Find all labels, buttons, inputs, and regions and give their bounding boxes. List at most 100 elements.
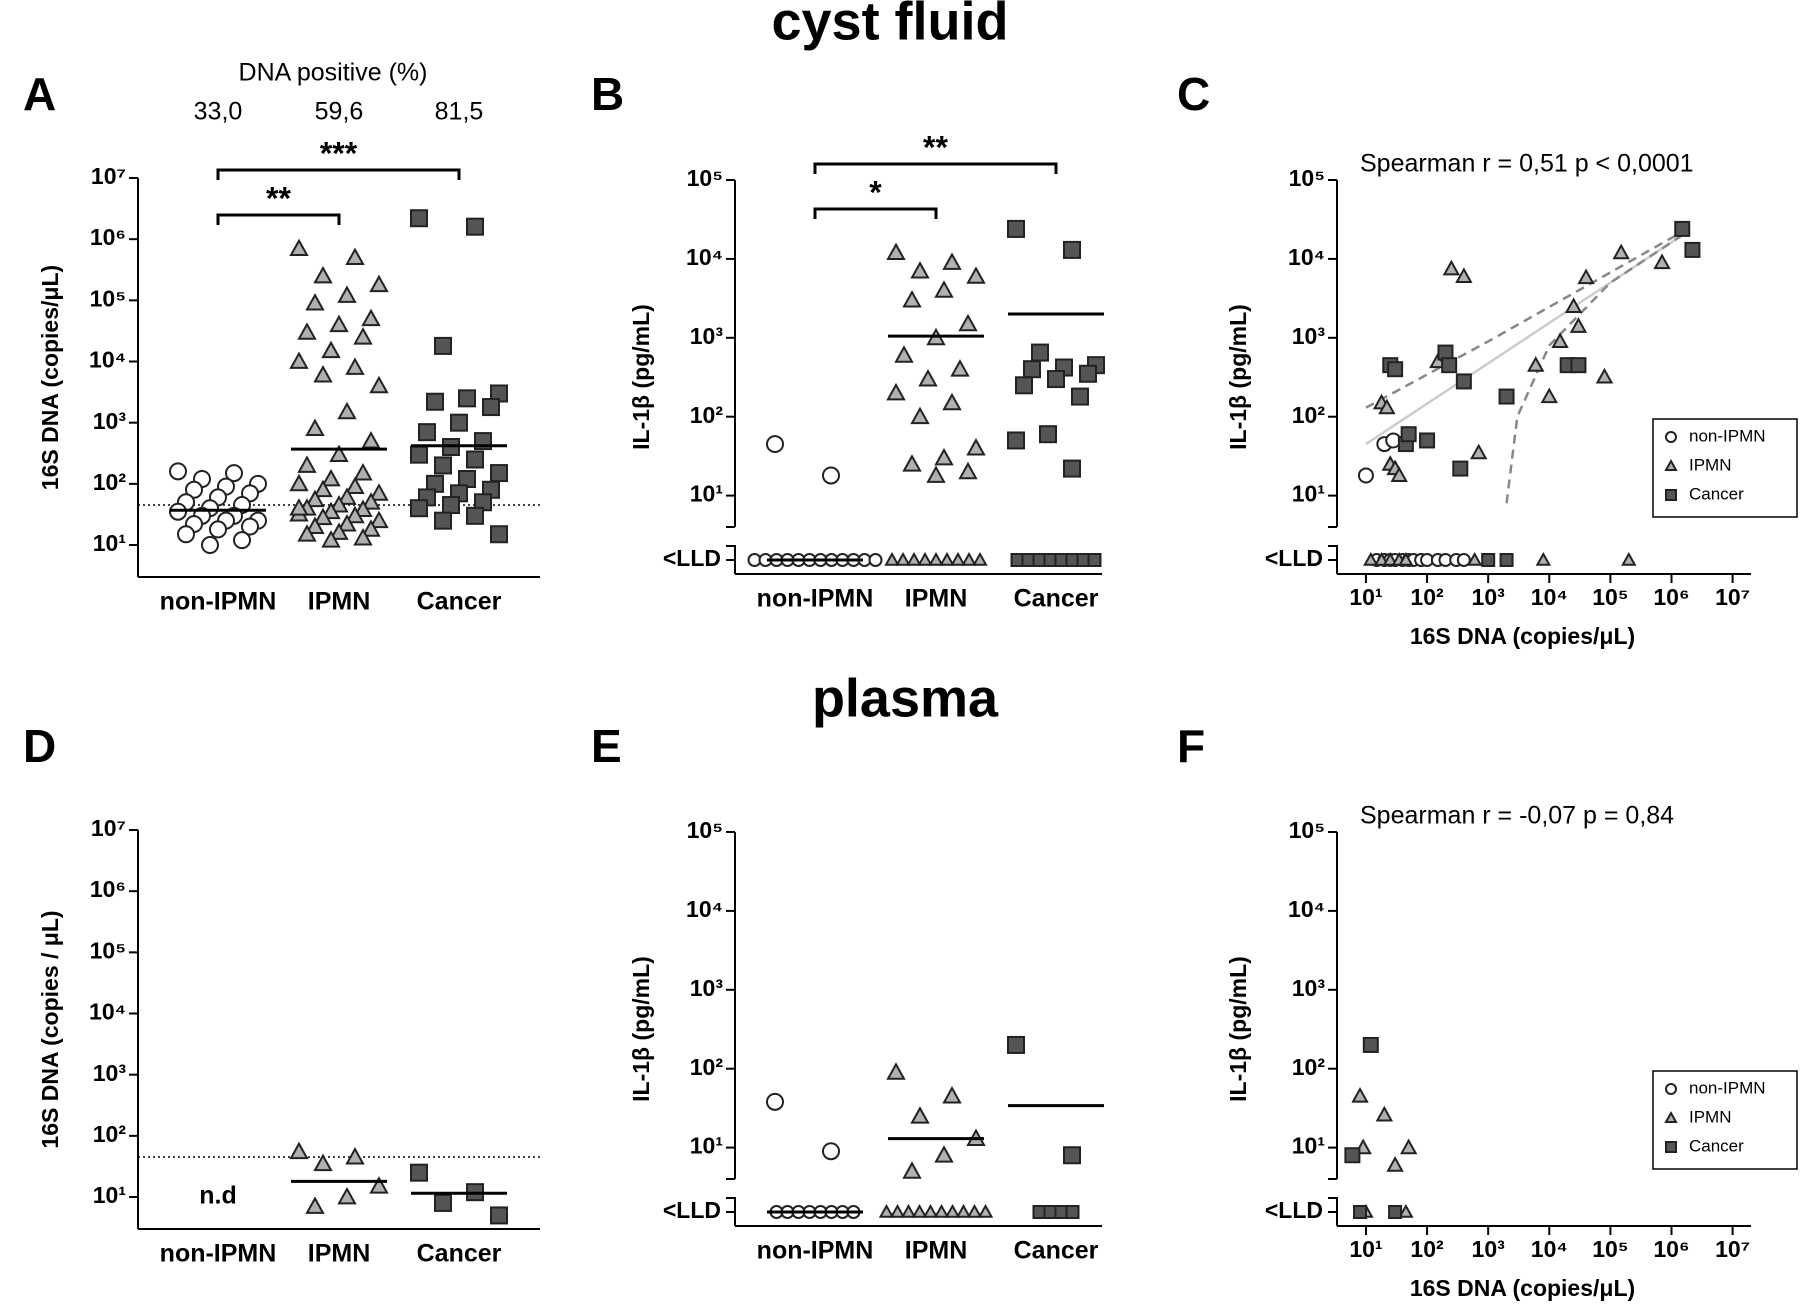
point [353,527,373,546]
point [1684,241,1701,258]
point [966,1203,983,1218]
point [305,489,325,508]
point [910,1106,930,1124]
point [1470,443,1488,460]
x-tick-label: non-IPMN [757,1237,874,1265]
point [900,1203,917,1218]
point [1577,268,1595,285]
y-tick-label: 10¹ [690,1133,723,1159]
point [434,511,452,530]
point [1400,426,1417,443]
point [321,340,341,359]
panel-label: D [23,720,56,772]
y-tick-label: 10¹ [93,530,126,556]
point [361,519,381,537]
point [942,1086,962,1104]
point [1387,361,1404,378]
point [345,247,365,265]
y-tick-label: 10¹ [690,481,723,507]
point [410,209,428,228]
point [1674,220,1691,237]
y-axis-label: 16S DNA (copies / μL) [37,910,63,1148]
axis-break [726,526,736,574]
y-tick-label: 10⁵ [90,937,126,963]
point [305,516,325,535]
y-axis-label: IL-1β (pg/mL) [1225,956,1251,1102]
point [289,498,309,516]
point [1047,370,1065,389]
x-tick-label: Cancer [1014,1237,1099,1265]
x-tick-label: IPMN [308,1240,371,1268]
axis-break [1328,1178,1338,1226]
point [1390,466,1408,483]
point [329,314,349,333]
point [466,217,484,236]
point [1373,551,1390,566]
point [313,1153,333,1172]
y-tick-label: 10⁴ [686,896,723,922]
point [442,496,460,515]
legend-label: non-IPMN [1689,426,1766,445]
point [289,238,309,257]
significance-bracket [216,168,461,180]
x-tick-label: non-IPMN [160,588,277,616]
point [1540,387,1558,404]
point [902,290,922,308]
point [297,322,317,340]
point [917,551,933,566]
point [1353,1205,1368,1219]
axis-break [1328,526,1338,574]
point [289,473,309,492]
point [490,525,508,544]
point [886,1062,906,1080]
positive-title: DNA positive (%) [239,59,428,87]
point [458,389,476,408]
point [369,483,389,501]
x-tick-label: non-IPMN [160,1240,277,1268]
point [1063,1146,1081,1165]
point [910,406,930,425]
significance-label: * [869,174,882,210]
point [1063,240,1081,259]
x-tick-label: IPMN [905,1237,968,1265]
point [321,501,341,520]
point [1063,459,1081,478]
point [950,551,966,566]
point [337,401,357,420]
y-tick-label: 10³ [93,408,127,434]
point [313,507,333,526]
point [822,1142,840,1161]
point [305,418,325,437]
point [305,1196,325,1214]
y-tick-label: 10³ [1292,323,1326,349]
point [1595,367,1614,384]
point [177,525,195,544]
x-tick-label: IPMN [308,588,371,616]
point [1344,1147,1361,1164]
fit-line [1505,234,1683,504]
y-tick-label: 10⁶ [90,876,126,902]
y-tick-label: 10⁷ [91,163,126,189]
point [886,382,906,401]
x-tick-label: non-IPMN [757,585,874,613]
point [766,1092,784,1111]
point [297,524,317,542]
point [886,242,906,261]
positive-value: 33,0 [194,98,243,126]
legend-label: Cancer [1689,484,1744,503]
x-tick-label: 10⁵ [1592,1236,1628,1262]
point [972,551,988,566]
x-tick-label: 10⁵ [1592,584,1628,610]
x-tick-label: Cancer [1014,585,1099,613]
point [1481,553,1496,567]
y-tick-label: 10³ [1292,975,1326,1001]
point [329,522,349,540]
point [353,327,373,345]
point [878,1203,895,1218]
point [410,1163,428,1182]
point [1351,1087,1369,1103]
x-tick-label: 10³ [1472,1236,1506,1262]
point [418,423,436,442]
x-tick-label: 10⁷ [1715,1236,1750,1262]
point [1398,1203,1414,1218]
